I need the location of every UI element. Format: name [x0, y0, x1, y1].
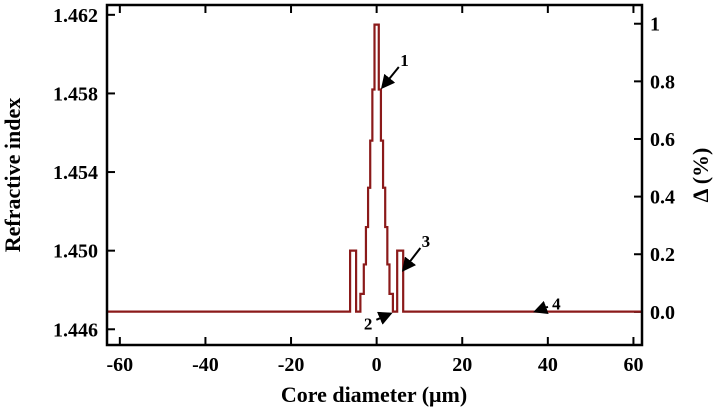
y2-tick-label: 0.4	[650, 187, 675, 209]
y-tick-label: 1.454	[53, 162, 98, 184]
annotation-arrow	[380, 66, 400, 90]
annotation-arrow	[533, 300, 549, 315]
y-tick-label: 1.458	[53, 83, 98, 105]
y2-tick-label: 0.8	[650, 71, 675, 93]
annotation-label: 2	[364, 314, 373, 333]
x-tick-label: 20	[452, 354, 472, 376]
plot-frame	[105, 3, 644, 347]
annotation-label: 4	[552, 295, 561, 314]
y2-tick-label: 0.2	[650, 244, 675, 266]
x-tick-label: -40	[192, 354, 219, 376]
annotation-arrow	[401, 247, 422, 272]
x-tick-label: -20	[278, 354, 305, 376]
x-axis-title: Core diameter (μm)	[281, 382, 467, 407]
y2-tick-label: 0.0	[650, 302, 675, 324]
index-profile-line	[107, 23, 642, 313]
y2-axis-title: Δ (%)	[688, 148, 713, 203]
annotation-arrow	[375, 311, 393, 325]
y-tick-label: 1.446	[53, 319, 98, 341]
x-tick-label: 0	[372, 354, 382, 376]
annotation-label: 3	[422, 232, 431, 251]
y-tick-label: 1.462	[53, 5, 98, 27]
x-tick-label: -60	[107, 354, 134, 376]
x-tick-label: 40	[538, 354, 558, 376]
annotation-label: 1	[400, 51, 409, 70]
y-axis-title: Refractive index	[0, 98, 25, 253]
y2-tick-label: 1	[650, 14, 660, 36]
x-tick-label: 60	[623, 354, 643, 376]
y2-tick-label: 0.6	[650, 129, 675, 151]
y-tick-label: 1.450	[53, 241, 98, 263]
